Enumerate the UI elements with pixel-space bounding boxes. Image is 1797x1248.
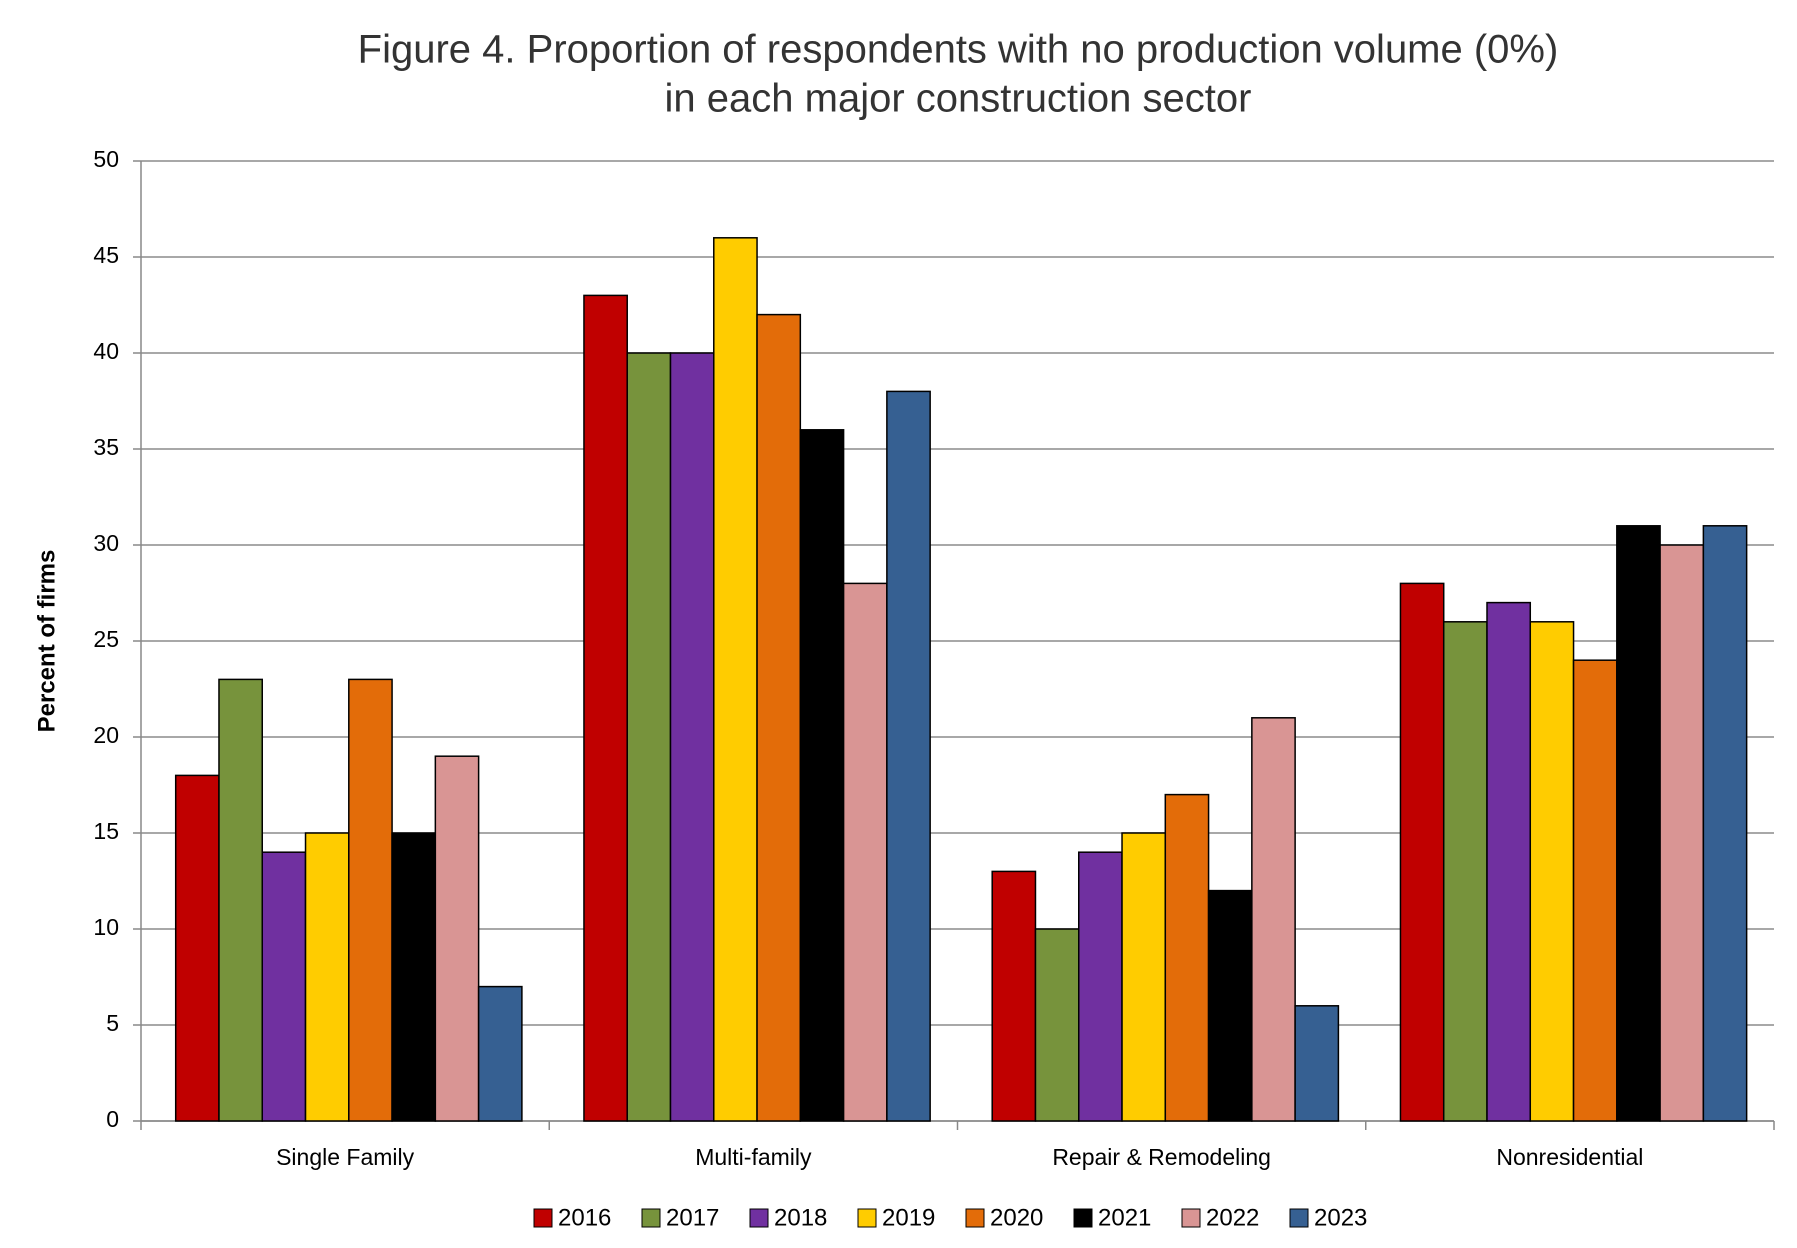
bar bbox=[174, 774, 220, 1122]
y-tick-label: 20 bbox=[93, 722, 119, 748]
y-axis-label: Percent of firms bbox=[33, 550, 60, 733]
bar bbox=[626, 352, 672, 1122]
legend-swatch bbox=[857, 1208, 877, 1228]
legend-swatch bbox=[1181, 1208, 1201, 1228]
bar bbox=[713, 237, 758, 1122]
legend-label: 2023 bbox=[1314, 1204, 1367, 1231]
bar bbox=[1251, 717, 1296, 1122]
bar bbox=[842, 582, 888, 1122]
bar bbox=[1529, 621, 1575, 1122]
bar bbox=[799, 429, 845, 1122]
legend-label: 2017 bbox=[666, 1204, 719, 1231]
y-tick-label: 40 bbox=[93, 338, 119, 364]
bar bbox=[218, 678, 264, 1122]
bar bbox=[1294, 1005, 1340, 1122]
bar bbox=[477, 985, 523, 1122]
bar bbox=[991, 870, 1037, 1122]
bar bbox=[1572, 659, 1618, 1122]
bar bbox=[1616, 525, 1661, 1122]
bar bbox=[1034, 928, 1080, 1122]
legend-label: 2019 bbox=[882, 1204, 935, 1231]
bar bbox=[261, 851, 307, 1122]
chart-title: Figure 4. Proportion of respondents with… bbox=[358, 28, 1559, 72]
bar bbox=[1702, 525, 1748, 1122]
y-tick-label: 15 bbox=[93, 818, 119, 844]
x-tick-label: Nonresidential bbox=[1496, 1144, 1643, 1170]
legend-label: 2018 bbox=[774, 1204, 827, 1231]
bar bbox=[348, 678, 393, 1122]
legend-swatch bbox=[749, 1208, 769, 1228]
legend-swatch bbox=[641, 1208, 661, 1228]
bar bbox=[583, 294, 628, 1122]
legend-swatch bbox=[533, 1208, 553, 1228]
bar bbox=[756, 313, 802, 1122]
y-tick-label: 0 bbox=[106, 1106, 119, 1132]
legend-swatch bbox=[1073, 1208, 1093, 1228]
y-tick-label: 50 bbox=[93, 146, 119, 172]
bar bbox=[1442, 621, 1488, 1122]
y-tick-label: 45 bbox=[93, 242, 119, 268]
bar bbox=[1164, 793, 1210, 1122]
bar bbox=[669, 352, 715, 1122]
x-tick-label: Multi-family bbox=[695, 1144, 812, 1170]
bar bbox=[1078, 851, 1123, 1122]
legend-label: 2021 bbox=[1098, 1204, 1151, 1231]
y-tick-label: 10 bbox=[93, 914, 119, 940]
bar bbox=[886, 390, 931, 1122]
bar bbox=[304, 832, 350, 1122]
chart-title: in each major construction sector bbox=[665, 77, 1252, 121]
y-tick-label: 25 bbox=[93, 626, 119, 652]
y-tick-label: 5 bbox=[106, 1010, 119, 1036]
y-tick-label: 35 bbox=[93, 434, 119, 460]
bar bbox=[1121, 832, 1167, 1122]
bar bbox=[1486, 601, 1532, 1122]
legend-swatch bbox=[1289, 1208, 1309, 1228]
legend-label: 2020 bbox=[990, 1204, 1043, 1231]
bar bbox=[391, 832, 437, 1122]
y-tick-label: 30 bbox=[93, 530, 119, 556]
bar bbox=[434, 755, 480, 1122]
x-tick-label: Repair & Remodeling bbox=[1052, 1144, 1271, 1170]
legend-label: 2016 bbox=[558, 1204, 611, 1231]
legend-swatch bbox=[965, 1208, 985, 1228]
legend-label: 2022 bbox=[1206, 1204, 1259, 1231]
bar bbox=[1659, 544, 1705, 1122]
bar bbox=[1399, 582, 1445, 1122]
x-tick-label: Single Family bbox=[276, 1144, 415, 1170]
bar bbox=[1207, 889, 1253, 1122]
